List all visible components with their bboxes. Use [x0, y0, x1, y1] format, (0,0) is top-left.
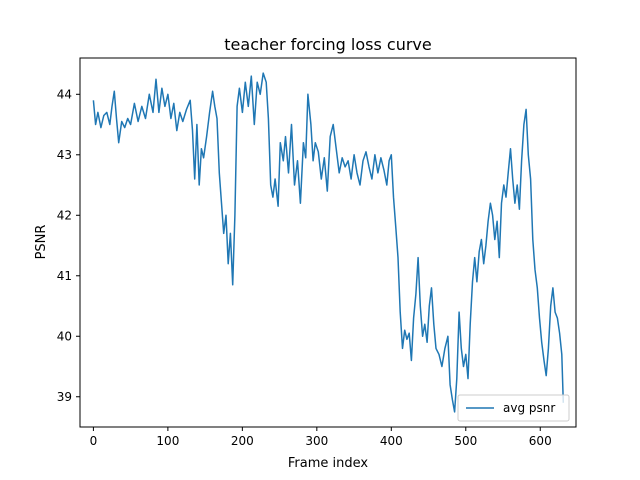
x-tick-label: 100	[156, 434, 179, 448]
legend-box	[457, 394, 570, 422]
y-tick-label: 42	[57, 208, 72, 222]
x-tick-label: 0	[90, 434, 98, 448]
x-tick-label: 600	[529, 434, 552, 448]
y-tick-label: 43	[57, 148, 72, 162]
y-axis-ticks: 39 40 41 42 43 44	[57, 87, 80, 404]
chart-title: teacher forcing loss curve	[224, 35, 431, 54]
x-tick-label: 500	[454, 434, 477, 448]
legend-label-avg-psnr: avg psnr	[503, 401, 555, 415]
y-tick-label: 44	[57, 87, 72, 101]
y-tick-label: 39	[57, 390, 72, 404]
y-tick-label: 41	[57, 269, 72, 283]
plot-frame	[79, 57, 577, 428]
legend: avg psnr	[457, 394, 570, 422]
x-axis-ticks: 0 100 200 300 400 500 600	[90, 427, 552, 448]
x-tick-label: 200	[231, 434, 254, 448]
x-axis-label: Frame index	[288, 456, 369, 471]
y-axis-label: PSNR	[34, 225, 49, 260]
y-tick-label: 40	[57, 329, 72, 343]
x-tick-label: 300	[305, 434, 328, 448]
series-line-avg-psnr	[92, 72, 565, 413]
plot-area	[79, 57, 577, 428]
x-tick-label: 400	[380, 434, 403, 448]
